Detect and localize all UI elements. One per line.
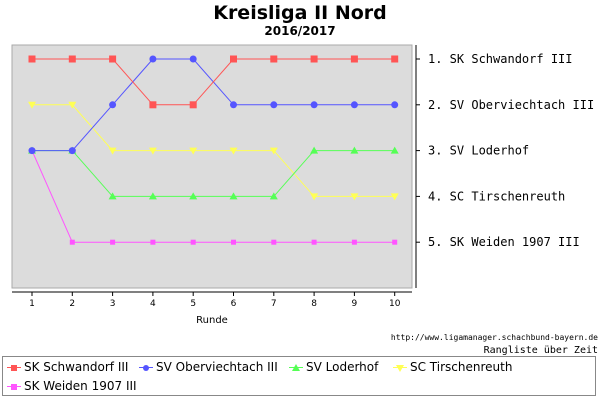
legend-label-sv-oberviechtach-iii: SV Oberviechtach III [156,360,278,374]
legend-item-sk-weiden-1907-iii: SK Weiden 1907 III [7,379,137,393]
series-lines [31,58,395,243]
point-sk-schwandorf-iii-2 [68,55,76,63]
legend-item-sk-schwandorf-iii: SK Schwandorf III [7,360,128,374]
legend-marker-sk-schwandorf-iii [7,363,21,373]
point-sc-tirschenreuth-6 [229,147,238,155]
rank-label-4: 4. SC Tirschenreuth [428,189,565,203]
point-sc-tirschenreuth-9 [350,193,359,201]
x-tick-label-7: 7 [271,299,277,309]
point-sc-tirschenreuth-7 [269,147,278,155]
point-sc-tirschenreuth-3 [108,147,117,155]
x-tick-label-9: 9 [352,299,358,309]
point-sv-loderhof-10 [390,146,399,154]
series-line-sv-loderhof [32,150,395,197]
point-sc-tirschenreuth-5 [189,147,198,155]
point-sk-weiden-1907-iii-2 [69,239,75,245]
plot-area [11,44,413,289]
point-sk-schwandorf-iii-4 [149,101,157,109]
point-sv-oberviechtach-iii-9 [350,101,358,109]
legend-item-sv-loderhof: SV Loderhof [289,360,378,374]
point-sk-schwandorf-iii-7 [270,55,278,63]
point-sv-oberviechtach-iii-6 [230,101,237,109]
x-tick-label-2: 2 [69,299,75,309]
point-sk-weiden-1907-iii-4 [150,239,156,245]
legend-marker-sv-oberviechtach-iii [139,363,153,373]
legend-item-sv-oberviechtach-iii: SV Oberviechtach III [139,360,278,374]
legend-marker-sv-loderhof [289,363,303,373]
point-sv-loderhof-7 [269,192,278,200]
chart-title: Kreisliga II Nord [213,2,387,24]
point-sv-oberviechtach-iii-7 [270,101,278,109]
source-url: http://www.ligamanager.schachbund-bayern… [390,333,598,342]
point-sv-oberviechtach-iii-4 [149,55,157,63]
legend-label-sk-weiden-1907-iii: SK Weiden 1907 III [24,379,137,393]
point-sk-schwandorf-iii-6 [230,55,237,63]
point-sk-schwandorf-iii-10 [391,55,399,63]
legend-label-sc-tirschenreuth: SC Tirschenreuth [410,360,513,374]
point-sk-weiden-1907-iii-9 [351,239,357,245]
rank-label-5: 5. SK Weiden 1907 III [428,235,580,249]
series-line-sk-weiden-1907-iii [31,150,395,243]
point-sk-weiden-1907-iii-5 [190,239,196,245]
point-sc-tirschenreuth-4 [148,147,157,155]
point-sk-weiden-1907-iii-8 [311,239,317,245]
point-sk-schwandorf-iii-5 [189,101,197,109]
rank-chart: 1 2 3 4 5 6 7 8 9 10 1. SK Schwandorf III 2. SV Ob… [11,44,594,326]
legend-marker-sc-tirschenreuth [393,363,407,373]
x-tick-label-10: 10 [389,299,401,309]
legend-label-sv-loderhof: SV Loderhof [306,360,379,374]
rank-labels: 1. SK Schwandorf III 2. SV Oberviechtach … [428,52,594,249]
x-tick-label-4: 4 [150,299,156,309]
x-tick-label-8: 8 [311,299,317,309]
series-line-sk-schwandorf-iii [32,58,395,106]
point-sv-loderhof-9 [350,146,359,154]
rank-label-3: 3. SV Loderhof [428,144,529,158]
point-sc-tirschenreuth-10 [390,193,399,201]
legend-marker-sk-weiden-1907-iii [7,382,21,392]
point-sv-oberviechtach-iii-10 [391,101,399,109]
point-sk-weiden-1907-iii-7 [271,239,277,245]
series-markers [28,55,399,245]
legend-label-sk-schwandorf-iii: SK Schwandorf III [24,360,129,374]
point-sv-oberviechtach-iii-5 [189,55,197,63]
point-sv-loderhof-6 [229,192,238,200]
point-sv-oberviechtach-iii-3 [109,101,117,109]
point-sk-weiden-1907-iii-6 [231,239,236,245]
point-sc-tirschenreuth-1 [28,101,36,109]
point-sk-weiden-1907-iii-10 [392,239,398,245]
rank-label-1: 1. SK Schwandorf III [428,52,573,66]
point-sv-loderhof-8 [310,146,319,154]
legend: SK Schwandorf III SV Oberviechtach III SV … [2,356,596,396]
point-sk-weiden-1907-iii-3 [110,239,116,245]
point-sv-oberviechtach-iii-2 [68,147,76,155]
x-tick-label-3: 3 [110,299,116,309]
x-axis-label: Runde [196,315,228,326]
point-sc-tirschenreuth-2 [68,101,77,109]
rank-label-2: 2. SV Oberviechtach III [428,98,594,112]
point-sv-oberviechtach-iii-8 [310,101,318,109]
chart-caption: Rangliste über Zeit [483,345,598,356]
x-tick-label-5: 5 [190,299,196,309]
chart-subtitle: 2016/2017 [264,24,336,38]
x-tick-label-6: 6 [231,299,237,309]
x-tick-label-1: 1 [29,299,35,309]
point-sv-loderhof-4 [148,192,157,200]
axes: 1 2 3 4 5 6 7 8 9 10 [12,45,420,309]
point-sv-oberviechtach-iii-1 [28,147,36,155]
point-sk-schwandorf-iii-9 [350,55,358,63]
point-sk-schwandorf-iii-3 [109,55,117,63]
point-sk-schwandorf-iii-8 [310,55,318,63]
point-sv-loderhof-5 [189,192,198,200]
point-sc-tirschenreuth-8 [310,193,319,201]
legend-item-sc-tirschenreuth: SC Tirschenreuth [393,360,512,374]
point-sk-schwandorf-iii-1 [28,55,36,63]
point-sv-loderhof-3 [108,192,117,200]
